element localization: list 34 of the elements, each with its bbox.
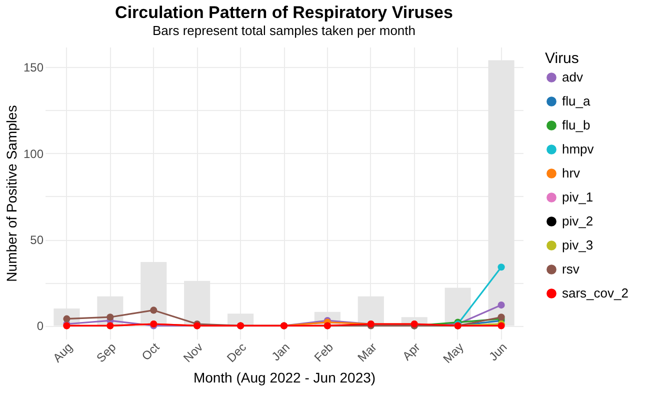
x-tick-label: Oct [139, 340, 163, 364]
point [498, 264, 505, 271]
x-tick-label: Aug [50, 340, 76, 366]
chart-subtitle: Bars represent total samples taken per month [152, 23, 416, 38]
legend-label: flu_a [562, 94, 591, 108]
x-tick-label: Mar [354, 340, 380, 365]
x-tick-label: Apr [400, 340, 423, 364]
x-tick-label: Nov [180, 340, 206, 366]
legend-label: hrv [562, 166, 581, 180]
y-tick-label: 100 [23, 146, 44, 161]
chart-title: Circulation Pattern of Respiratory Viruses [115, 3, 453, 22]
x-tick-label: Jun [486, 340, 510, 364]
legend-label: flu_b [562, 118, 590, 132]
point [150, 306, 158, 314]
legend-label: rsv [562, 262, 580, 276]
y-tick-label: 0 [36, 319, 44, 334]
x-tick-label: May [440, 340, 466, 366]
legend-title: Virus [545, 50, 579, 67]
y-tick-label: 50 [30, 233, 44, 248]
x-axis-title: Month (Aug 2022 - Jun 2023) [193, 369, 376, 386]
x-tick-label: Jan [268, 340, 292, 364]
legend-label: adv [562, 70, 584, 84]
legend-label: piv_3 [562, 238, 594, 252]
y-axis-title: Number of Positive Samples [3, 105, 20, 282]
legend-label: sars_cov_2 [562, 286, 628, 300]
legend-label: hmpv [562, 142, 594, 156]
point [498, 302, 505, 309]
x-tick-label: Dec [224, 340, 250, 366]
legend-label: piv_1 [562, 190, 594, 204]
y-tick-label: 150 [23, 60, 44, 75]
x-tick-label: Sep [94, 340, 119, 366]
point [106, 314, 114, 321]
x-tick-label: Feb [311, 340, 336, 365]
legend-label: piv_2 [562, 214, 594, 228]
